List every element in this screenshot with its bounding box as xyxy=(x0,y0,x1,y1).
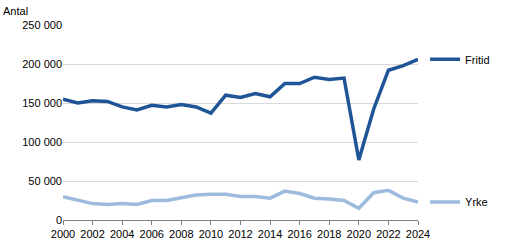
svg-text:250 000: 250 000 xyxy=(22,19,62,31)
svg-text:Fritid: Fritid xyxy=(465,54,489,66)
svg-text:2024: 2024 xyxy=(406,228,430,240)
svg-text:2002: 2002 xyxy=(80,228,104,240)
svg-text:2012: 2012 xyxy=(228,228,252,240)
svg-text:2020: 2020 xyxy=(347,228,371,240)
svg-text:Yrke: Yrke xyxy=(465,196,488,208)
svg-text:2006: 2006 xyxy=(140,228,164,240)
svg-text:2022: 2022 xyxy=(376,228,400,240)
svg-text:2000: 2000 xyxy=(51,228,75,240)
svg-text:2018: 2018 xyxy=(317,228,341,240)
svg-text:100 000: 100 000 xyxy=(22,136,62,148)
svg-text:2010: 2010 xyxy=(199,228,223,240)
svg-text:2008: 2008 xyxy=(169,228,193,240)
svg-text:2004: 2004 xyxy=(110,228,134,240)
svg-text:2014: 2014 xyxy=(258,228,282,240)
svg-text:150 000: 150 000 xyxy=(22,97,62,109)
svg-text:2016: 2016 xyxy=(287,228,311,240)
svg-text:Antal: Antal xyxy=(3,5,28,17)
svg-text:50 000: 50 000 xyxy=(28,175,62,187)
svg-text:0: 0 xyxy=(56,214,62,226)
svg-text:200 000: 200 000 xyxy=(22,58,62,70)
